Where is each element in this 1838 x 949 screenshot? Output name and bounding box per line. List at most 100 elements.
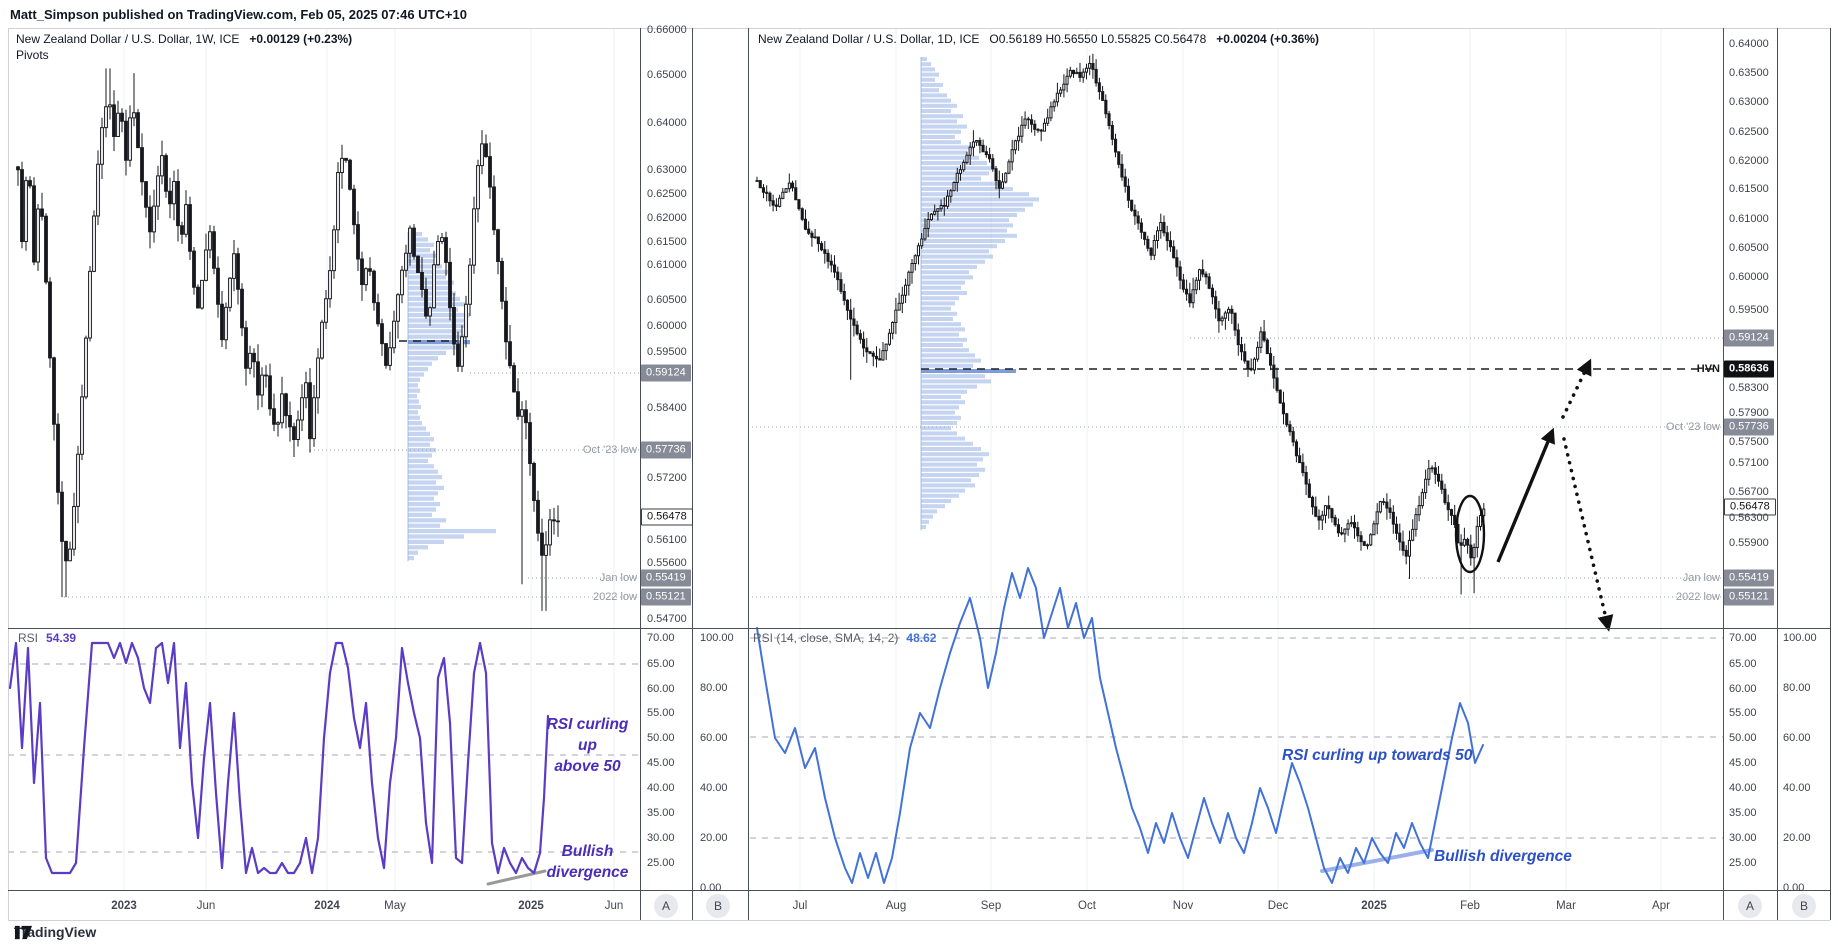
price-label: 0.55900 (1729, 537, 1769, 549)
weekly-change-value: +0.00129 (+0.23%) (249, 32, 353, 46)
price-label: 0.56478 (641, 508, 693, 526)
price-label: 0.59500 (1729, 304, 1769, 316)
left-axis-b-border (692, 28, 693, 920)
time-axis-label: Apr (1652, 900, 1670, 912)
publication-header: Matt_Simpson published on TradingView.co… (10, 7, 467, 22)
price-label: 0.61000 (647, 259, 687, 271)
time-axis-label: Sep (980, 900, 1002, 912)
price-label: 0.61500 (647, 236, 687, 248)
price-label: 0.57900 (1729, 407, 1769, 419)
time-axis-label: Feb (1460, 900, 1480, 912)
price-label: 0.57200 (647, 472, 687, 484)
rsi-scale-b-label: 100.00 (1783, 632, 1817, 644)
daily-chart-canvas[interactable] (750, 28, 1723, 890)
daily-rsi-legend[interactable]: RSI (14, close, SMA, 14, 2) 48.62 (753, 631, 936, 645)
price-label: 0.54700 (647, 613, 687, 625)
rsi-scale-label: 45.00 (647, 757, 675, 769)
weekly-indicator-pivots[interactable]: Pivots (16, 48, 49, 62)
rsi-scale-label: 25.00 (1729, 857, 1757, 869)
tradingview-logo-icon (14, 925, 33, 939)
time-axis-line (8, 890, 1830, 891)
price-label: 0.61500 (1729, 183, 1769, 195)
price-label: 0.56100 (647, 534, 687, 546)
price-label: 0.60500 (647, 294, 687, 306)
weekly-symbol-title: New Zealand Dollar / U.S. Dollar, 1W, IC… (16, 32, 240, 46)
rsi-scale-label: 60.00 (647, 683, 675, 695)
price-label: 0.56700 (1729, 486, 1769, 498)
rsi-scale-b-label: 60.00 (700, 732, 728, 744)
price-label: 0.56478 (1724, 498, 1776, 516)
price-label: 0.58636 (1724, 360, 1774, 378)
daily-change-value: +0.00204 (+0.36%) (1216, 32, 1320, 46)
price-label: 0.55600 (647, 557, 687, 569)
rsi-scale-label: 45.00 (1729, 757, 1757, 769)
price-label: 0.58300 (1729, 382, 1769, 394)
time-axis-label: Jun (196, 900, 216, 912)
weekly-scale-a-button[interactable]: A (654, 894, 678, 918)
rsi-scale-label: 30.00 (647, 832, 675, 844)
price-label: 0.63000 (647, 164, 687, 176)
price-label: 0.55121 (641, 588, 691, 606)
tradingview-logo-text: TradingView (14, 924, 97, 940)
rsi-scale-label: 40.00 (1729, 782, 1757, 794)
price-label: 0.62500 (647, 188, 687, 200)
time-axis-label: Dec (1267, 900, 1289, 912)
time-axis-label: 2023 (111, 900, 137, 912)
price-label: 0.59124 (641, 364, 691, 382)
weekly-rsi-label: RSI (18, 631, 39, 645)
price-label: 0.59500 (647, 346, 687, 358)
time-axis-label: Jun (604, 900, 624, 912)
price-label: 0.60000 (647, 320, 687, 332)
daily-ohlc-values: O0.56189 H0.56550 L0.55825 C0.56478 (989, 32, 1207, 46)
daily-rsi-annotation: RSI curling up towards 50 (1282, 747, 1473, 764)
price-label: 0.63000 (1729, 96, 1769, 108)
time-axis-label: May (384, 900, 406, 912)
right-edge-border (1830, 28, 1831, 920)
right-axis-border (1723, 28, 1724, 920)
weekly-chart-canvas[interactable] (8, 28, 640, 890)
rsi-scale-label: 25.00 (647, 857, 675, 869)
price-label: 0.55419 (1724, 569, 1774, 587)
price-label: 0.64000 (647, 117, 687, 129)
rsi-scale-b-label: 60.00 (1783, 732, 1811, 744)
rsi-scale-label: 50.00 (1729, 732, 1757, 744)
daily-rsi-value: 48.62 (906, 631, 937, 645)
price-label: 0.57500 (1729, 436, 1769, 448)
weekly-chart-legend[interactable]: New Zealand Dollar / U.S. Dollar, 1W, IC… (16, 32, 352, 46)
rsi-scale-label: 60.00 (1729, 683, 1757, 695)
price-label: 0.65000 (647, 69, 687, 81)
rsi-scale-label: 70.00 (647, 632, 675, 644)
rsi-scale-b-label: 0.00 (700, 882, 722, 894)
rsi-scale-b-label: 0.00 (1783, 882, 1805, 894)
time-axis-label: Mar (1556, 900, 1576, 912)
daily-chart-legend[interactable]: New Zealand Dollar / U.S. Dollar, 1D, IC… (758, 32, 1319, 46)
rsi-scale-label: 70.00 (1729, 632, 1757, 644)
rsi-scale-label: 35.00 (647, 807, 675, 819)
weekly-rsi-value: 54.39 (46, 631, 77, 645)
pivot-level-note: Oct '23 low (1665, 421, 1720, 433)
pivot-level-note: 2022 low (592, 591, 637, 603)
rsi-scale-b-label: 20.00 (700, 832, 728, 844)
daily-symbol-title: New Zealand Dollar / U.S. Dollar, 1D, IC… (758, 32, 980, 46)
time-axis-label: Jul (792, 900, 808, 912)
price-label: 0.61000 (1729, 213, 1769, 225)
time-axis-label: Oct (1078, 900, 1096, 912)
weekly-divergence-annotation: Bullish divergence (546, 843, 629, 881)
time-axis-label: 2025 (518, 900, 544, 912)
daily-rsi-label: RSI (14, close, SMA, 14, 2) (753, 631, 899, 645)
tradingview-logo[interactable]: TradingView (14, 924, 96, 940)
price-label: 0.66000 (647, 24, 687, 36)
price-label: 0.64000 (1729, 38, 1769, 50)
price-label: 0.57736 (1724, 418, 1774, 436)
pivot-level-note: Jan low (599, 572, 637, 584)
time-axis-label: Aug (885, 900, 907, 912)
daily-scale-b-button[interactable]: B (1792, 894, 1816, 918)
weekly-rsi-legend[interactable]: RSI 54.39 (18, 631, 76, 645)
frame-bottom (8, 920, 1830, 921)
price-label: 0.62500 (1729, 126, 1769, 138)
daily-scale-a-button[interactable]: A (1738, 894, 1762, 918)
weekly-scale-b-button[interactable]: B (706, 894, 730, 918)
panel-divider (748, 28, 749, 920)
pivot-level-note: Oct '23 low (582, 444, 637, 456)
